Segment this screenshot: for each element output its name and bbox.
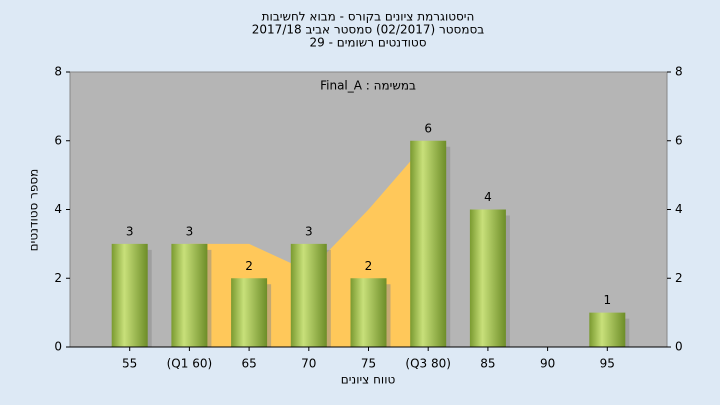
x-tick-label: 95 (600, 357, 615, 371)
y-tick-label: 6 (54, 133, 62, 147)
data-label: 3 (186, 224, 194, 238)
y-tick-label: 0 (54, 340, 62, 354)
data-label: 2 (245, 259, 253, 273)
x-tick-label: 55 (122, 357, 137, 371)
chart-title: סטודנטים רשומים - 29 (309, 36, 426, 50)
y2-tick-label: 0 (675, 340, 683, 354)
data-label: 6 (424, 121, 432, 135)
x-tick-label: 90 (540, 357, 555, 371)
bar (410, 140, 447, 347)
x-tick-label: 75 (361, 357, 376, 371)
bar (111, 243, 148, 347)
bar (231, 278, 268, 347)
x-tick-label: (Q3 80) (405, 357, 451, 371)
data-label: 2 (365, 259, 373, 273)
y-tick-label: 4 (54, 202, 62, 216)
bar (350, 278, 387, 347)
chart-title: היסטוגרמת ציונים בקורס - מבוא לחשיבות (262, 10, 475, 24)
bar (290, 243, 327, 347)
data-label: 4 (484, 190, 492, 204)
x-tick-label: 85 (480, 357, 495, 371)
x-axis-label: טווח ציונים (341, 373, 396, 387)
y2-tick-label: 4 (675, 202, 683, 216)
bar (469, 209, 506, 347)
y2-tick-label: 8 (675, 65, 683, 79)
x-tick-label: (Q1 60) (167, 357, 213, 371)
data-label: 3 (305, 224, 313, 238)
y-axis-label: מספר סטודנטים (27, 169, 41, 252)
y-tick-label: 2 (54, 271, 62, 285)
y-tick-label: 8 (54, 65, 62, 79)
bar (171, 243, 208, 347)
y2-tick-label: 6 (675, 133, 683, 147)
y2-tick-label: 2 (675, 271, 683, 285)
bar (589, 312, 626, 347)
data-label: 3 (126, 224, 134, 238)
annotation: Final_A : במשימה (320, 79, 416, 93)
x-tick-label: 65 (241, 357, 256, 371)
chart-title: בסמסטר (02/2017) סמסטר אביב 2017/18 (252, 23, 484, 37)
x-tick-label: 70 (301, 357, 316, 371)
data-label: 1 (603, 293, 611, 307)
